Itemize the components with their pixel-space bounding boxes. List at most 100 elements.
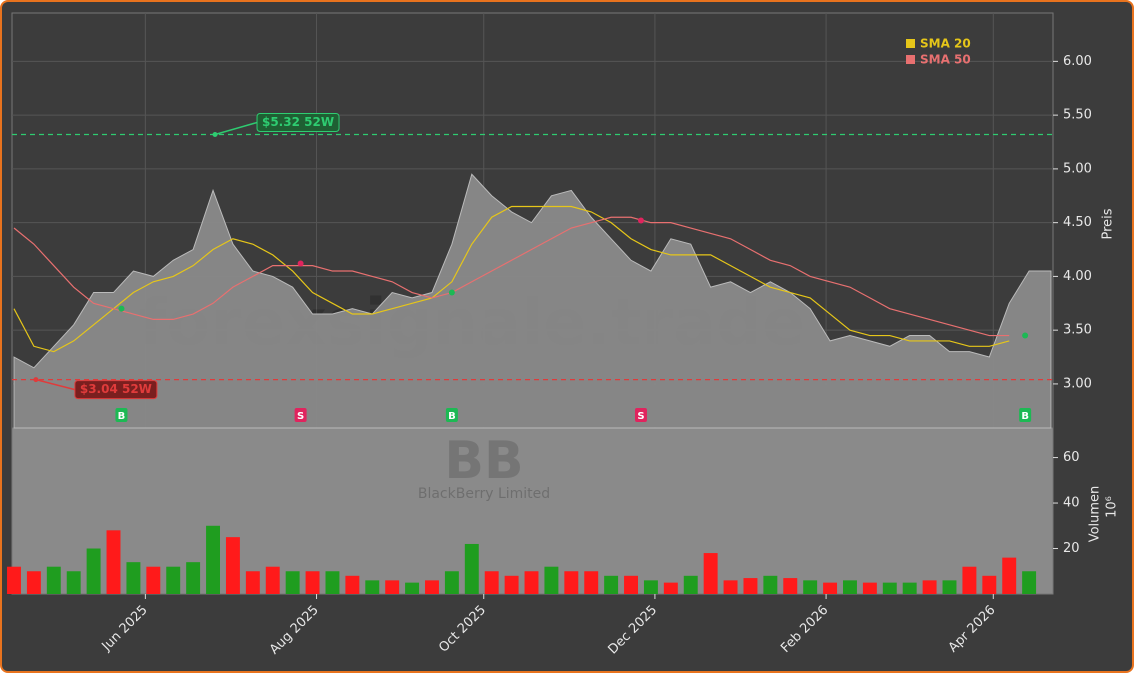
y-tick-label: 3.00 xyxy=(1063,376,1092,391)
y-tick-label: 20 xyxy=(1063,541,1080,556)
volume-bar xyxy=(1002,557,1017,594)
volume-bar xyxy=(604,575,619,594)
signal-dot xyxy=(1022,332,1029,339)
volume-bar xyxy=(285,571,300,594)
signal-badge xyxy=(294,408,307,422)
x-tick-label: Apr 2026 xyxy=(946,603,999,656)
volume-bar xyxy=(862,582,877,594)
signal-dot xyxy=(637,217,644,224)
volume-bar xyxy=(46,566,61,594)
y-tick-label: 5.50 xyxy=(1063,108,1092,123)
volume-bar xyxy=(464,543,479,594)
volume-bar xyxy=(245,571,260,594)
volume-bar xyxy=(365,580,380,594)
legend-swatch xyxy=(906,55,915,64)
volume-bar xyxy=(902,582,917,594)
volume-bar xyxy=(1022,571,1037,594)
signal-badge xyxy=(634,408,647,422)
annotation-box xyxy=(74,380,158,400)
volume-bar xyxy=(225,537,240,594)
volume-bar xyxy=(444,571,459,594)
volume-bar xyxy=(305,571,320,594)
annotation-label: $5.32 52W xyxy=(262,115,334,129)
volume-bar xyxy=(504,575,519,594)
y-tick-label: 60 xyxy=(1063,450,1080,465)
x-tick-label: Feb 2026 xyxy=(778,603,831,656)
y-tick-label: 4.50 xyxy=(1063,215,1092,230)
volume-bar xyxy=(982,575,997,594)
volume-bar xyxy=(643,580,658,594)
volume-bar xyxy=(146,566,161,594)
signal-dot xyxy=(448,289,455,296)
volume-bar xyxy=(425,580,439,594)
legend-label: SMA 20 xyxy=(920,37,971,51)
volume-bar xyxy=(703,553,718,594)
volume-bar xyxy=(484,571,499,594)
signal-label: S xyxy=(297,411,304,422)
volume-bar xyxy=(265,566,280,594)
y-tick-label: 40 xyxy=(1063,496,1080,511)
volume-bar xyxy=(385,580,400,594)
volume-bar xyxy=(843,580,857,594)
signal-dot xyxy=(118,305,125,312)
volume-bar xyxy=(803,580,818,594)
annotation-arrow xyxy=(35,378,76,391)
volume-bar xyxy=(7,566,21,594)
annotation-tip xyxy=(33,377,39,383)
x-tick-label: Jun 2025 xyxy=(99,603,151,655)
volume-bar xyxy=(524,571,539,594)
y-tick-label: 5.00 xyxy=(1063,161,1092,176)
sma-line xyxy=(13,216,1010,337)
volume-bar xyxy=(186,562,201,594)
volume-bar xyxy=(166,566,181,594)
annotation-box xyxy=(256,112,340,132)
volume-bar xyxy=(544,566,559,594)
annotation-label: $3.04 52W xyxy=(80,382,152,396)
signal-dot xyxy=(297,260,304,267)
signal-label: S xyxy=(637,411,644,422)
annotation-tip xyxy=(212,131,218,137)
volume-bar xyxy=(783,578,798,594)
signal-label: B xyxy=(448,411,456,422)
watermark-company: BlackBerry Limited xyxy=(418,486,550,502)
volume-bar xyxy=(882,582,897,594)
volume-bar xyxy=(26,571,41,594)
annotation-arrow xyxy=(214,121,258,136)
x-tick-label: Dec 2025 xyxy=(606,603,661,658)
x-tick-label: Oct 2025 xyxy=(436,603,489,656)
volume-bar xyxy=(942,580,957,594)
volume-bar xyxy=(624,575,638,594)
y-axis-label: Preis xyxy=(1101,208,1116,239)
y-axis-unit: 10⁶ xyxy=(1105,496,1120,518)
volume-bar xyxy=(66,571,81,594)
volume-bar xyxy=(763,575,778,594)
volume-bar xyxy=(126,562,141,594)
signal-label: B xyxy=(1021,411,1029,422)
price-area xyxy=(13,173,1052,429)
x-tick-label: Aug 2025 xyxy=(267,603,322,658)
y-tick-label: 4.00 xyxy=(1063,269,1092,284)
volume-bar xyxy=(106,530,121,594)
legend-label: SMA 50 xyxy=(920,53,971,67)
volume-bar xyxy=(663,582,678,594)
volume-bar xyxy=(743,578,758,594)
volume-bar xyxy=(922,580,937,594)
y-tick-label: 3.50 xyxy=(1063,323,1092,338)
volume-bar xyxy=(962,566,977,594)
sma-line xyxy=(13,205,1010,353)
y-tick-label: 6.00 xyxy=(1063,54,1092,69)
signal-badge xyxy=(1019,408,1032,422)
y-axis-label: Volumen xyxy=(1088,486,1103,543)
signal-badge xyxy=(445,408,458,422)
volume-bar xyxy=(345,575,360,594)
volume-bar xyxy=(823,582,838,594)
volume-bar xyxy=(564,571,579,594)
watermark-ticker: BB xyxy=(444,431,523,491)
volume-bar xyxy=(683,575,698,594)
volume-bar xyxy=(206,525,221,594)
volume-panel xyxy=(11,427,1054,595)
volume-bar xyxy=(723,580,738,594)
volume-bar xyxy=(86,548,101,594)
volume-bar xyxy=(405,582,420,594)
